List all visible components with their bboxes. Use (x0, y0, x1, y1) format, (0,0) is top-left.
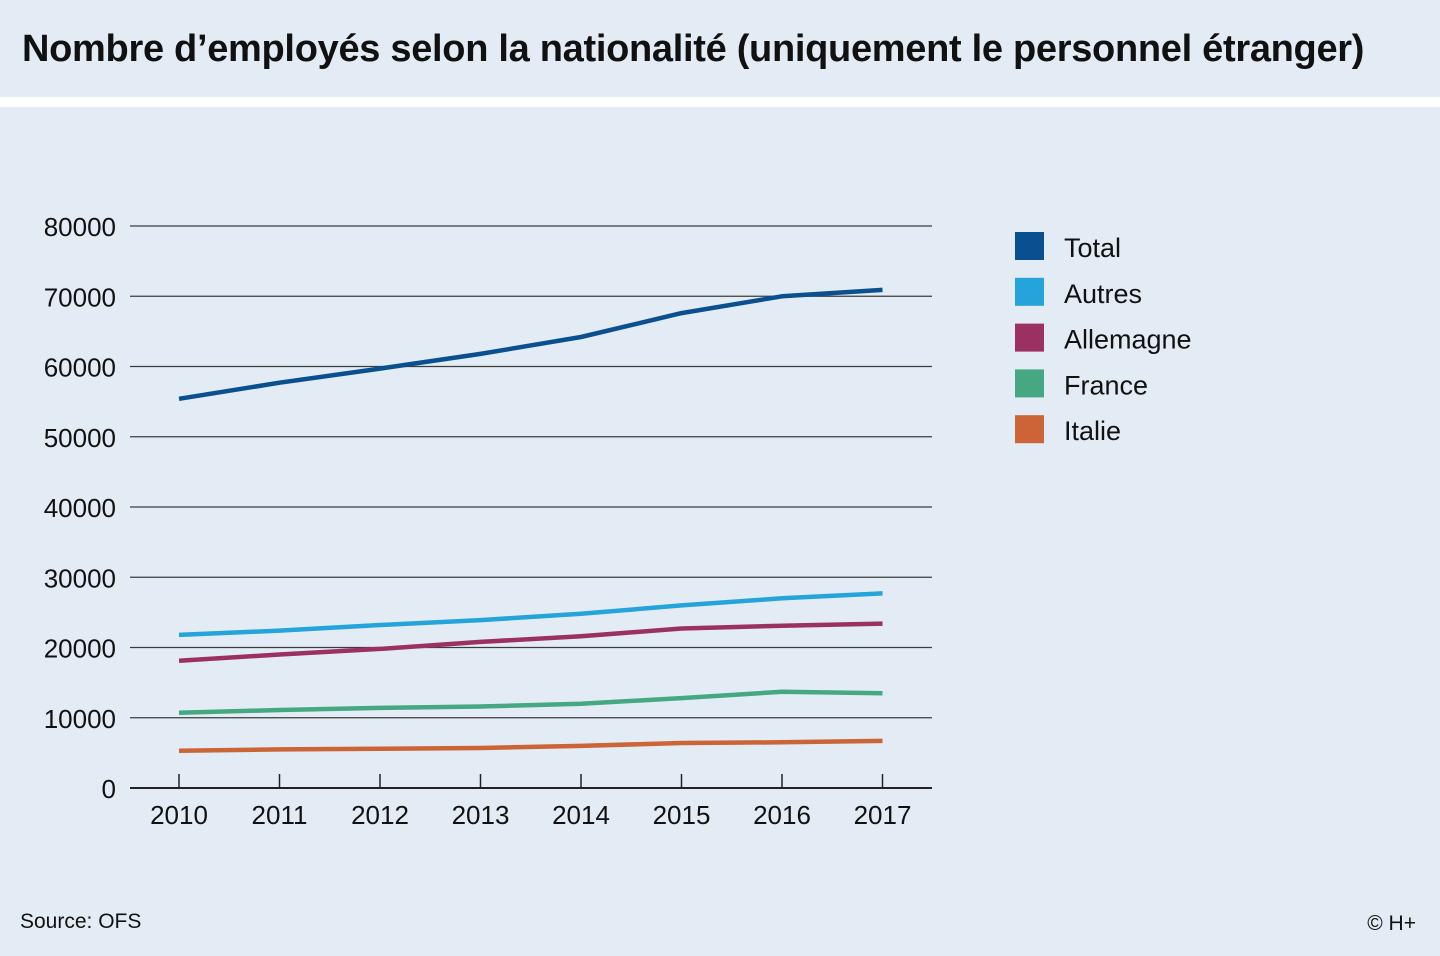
legend-swatch-france (1015, 369, 1044, 398)
copyright-note: © H+ (1367, 912, 1416, 935)
series-line-total (178, 287, 883, 402)
legend-label-italie: Italie (1064, 416, 1121, 446)
x-tick-label: 2011 (252, 800, 308, 830)
x-tick-label: 2017 (854, 800, 912, 830)
legend-label-allemagne: Allemagne (1064, 325, 1192, 355)
x-tick-label: 2010 (150, 800, 208, 830)
series-line-allemagne (178, 621, 883, 664)
y-tick-label: 40000 (44, 493, 116, 523)
series-line-autres (178, 591, 883, 638)
legend-swatch-allemagne (1015, 323, 1044, 352)
series-line-france (178, 689, 883, 716)
y-tick-label: 10000 (44, 704, 116, 734)
legend-swatch-autres (1015, 277, 1044, 306)
chart-title: Nombre d’employés selon la nationalité (… (22, 28, 1365, 70)
title-bar: Nombre d’employés selon la nationalité (… (0, 0, 1440, 97)
y-tick-label: 0 (102, 774, 116, 804)
series-line-italie (178, 738, 883, 754)
x-tick-label: 2014 (552, 800, 610, 830)
legend-swatch-italie (1015, 415, 1044, 444)
y-tick-label: 60000 (44, 353, 116, 383)
title-separator (0, 97, 1440, 107)
legend-label-france: France (1064, 370, 1148, 400)
x-tick-label: 2013 (452, 800, 510, 830)
x-tick-label: 2015 (653, 800, 711, 830)
legend-label-autres: Autres (1064, 279, 1142, 309)
source-note: Source: OFS (20, 910, 142, 933)
legend-swatch-total (1015, 232, 1044, 260)
x-tick-label: 2012 (351, 800, 409, 830)
y-tick-label: 70000 (44, 282, 116, 312)
x-tick-label: 2016 (753, 800, 811, 830)
y-tick-label: 50000 (44, 423, 116, 453)
y-tick-label: 30000 (44, 563, 116, 593)
legend-label-total: Total (1064, 233, 1121, 263)
y-tick-label: 20000 (44, 634, 116, 664)
y-tick-label: 80000 (44, 212, 116, 242)
